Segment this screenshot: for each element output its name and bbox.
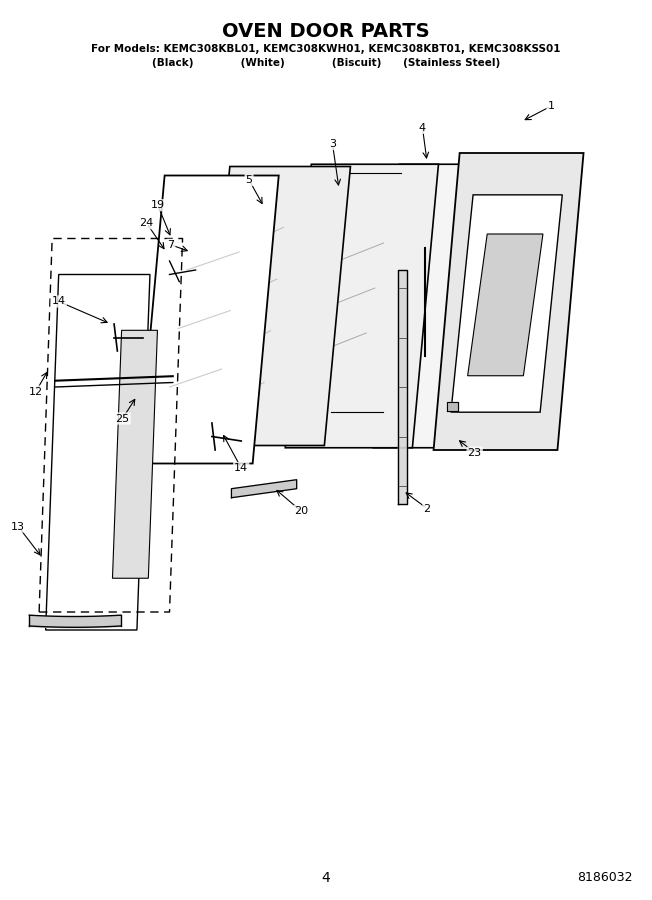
Polygon shape [398,270,408,504]
Polygon shape [447,402,458,411]
Text: 1: 1 [548,101,554,112]
Polygon shape [285,164,438,447]
Polygon shape [373,164,527,447]
Polygon shape [112,330,157,579]
Text: 5: 5 [246,175,252,185]
Polygon shape [203,166,351,446]
Text: 19: 19 [151,200,165,211]
Text: 12: 12 [29,386,43,397]
Text: (Black)             (White)             (Biscuit)      (Stainless Steel): (Black) (White) (Biscuit) (Stainless Ste… [152,58,500,68]
Polygon shape [231,480,297,498]
Text: 8186032: 8186032 [577,871,632,884]
Text: For Models: KEMC308KBL01, KEMC308KWH01, KEMC308KBT01, KEMC308KSS01: For Models: KEMC308KBL01, KEMC308KWH01, … [91,44,561,55]
Polygon shape [467,234,543,376]
Text: 24: 24 [140,218,154,229]
Text: 13: 13 [11,521,25,532]
Text: 25: 25 [115,413,130,424]
Text: 14: 14 [52,296,66,307]
Text: 14: 14 [234,463,248,473]
Polygon shape [138,176,278,464]
Polygon shape [451,195,562,412]
Text: 4: 4 [419,122,426,133]
Text: OVEN DOOR PARTS: OVEN DOOR PARTS [222,22,430,41]
Polygon shape [434,153,584,450]
Text: 2: 2 [424,503,430,514]
Text: 7: 7 [168,239,174,250]
Text: 20: 20 [294,506,308,517]
Text: 4: 4 [321,870,331,885]
Text: 23: 23 [467,447,482,458]
Polygon shape [46,274,150,630]
Text: 3: 3 [329,139,336,149]
